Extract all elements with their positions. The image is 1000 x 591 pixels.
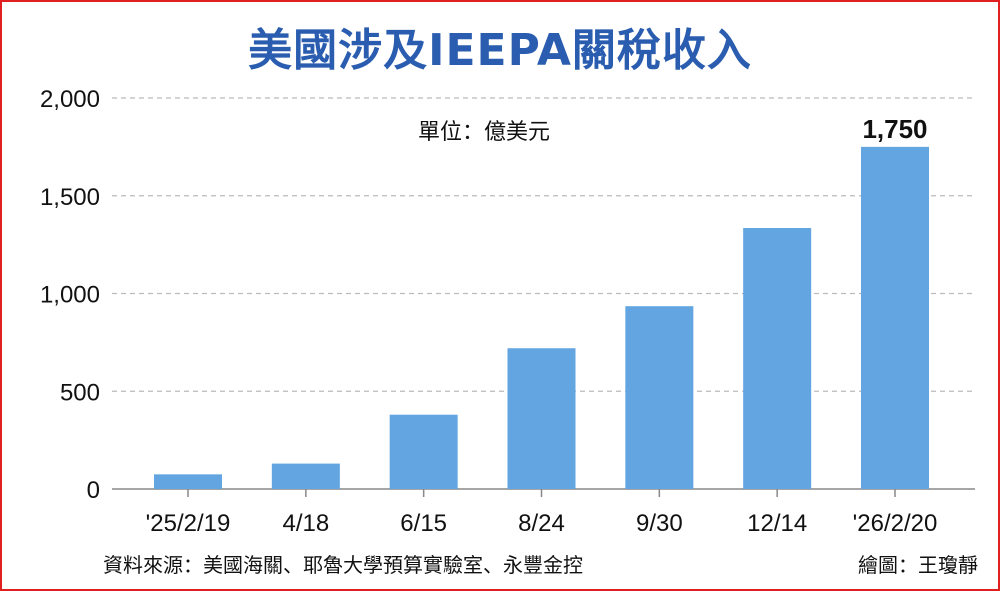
- chart-title: 美國涉及IEEPA關稅收入: [248, 25, 752, 76]
- y-tick-label: 0: [87, 477, 100, 504]
- x-tick-label: '25/2/19: [146, 510, 231, 537]
- bar: [625, 306, 694, 489]
- y-tick-label: 500: [60, 379, 100, 406]
- y-tick-label: 2,000: [40, 86, 100, 113]
- x-tick-label: 4/18: [282, 510, 329, 537]
- data-label: 1,750: [862, 114, 927, 144]
- bar: [389, 414, 458, 489]
- unit-label: 單位：億美元: [418, 120, 551, 145]
- credit-note: 繪圖：王瓊靜: [858, 553, 978, 577]
- x-tick-label: 8/24: [518, 510, 565, 537]
- bar: [861, 146, 929, 489]
- bar: [154, 474, 222, 489]
- x-tick-label: '26/2/20: [853, 510, 938, 537]
- y-tick-label: 1,000: [40, 282, 100, 309]
- bar: [743, 228, 812, 489]
- bar: [271, 463, 340, 489]
- source-note: 資料來源：美國海關、耶魯大學預算實驗室、永豐金控: [103, 553, 583, 577]
- bar: [507, 348, 576, 489]
- x-tick-label: 9/30: [636, 510, 683, 537]
- x-tick-label: 6/15: [400, 510, 447, 537]
- x-tick-label: 12/14: [747, 510, 807, 537]
- y-tick-label: 1,500: [40, 184, 100, 211]
